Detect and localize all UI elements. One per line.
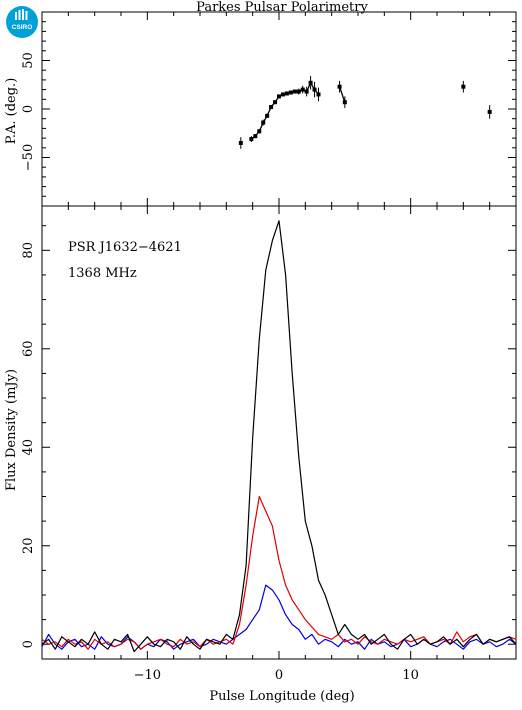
chart-title: Parkes Pulsar Polarimetry: [196, 0, 368, 15]
pa-connecting-line: [338, 86, 346, 103]
profile-y-tick-label: 0: [21, 640, 36, 648]
profile-series: [41, 220, 517, 653]
x-axis-label: Pulse Longitude (deg): [209, 689, 354, 704]
pa-y-axis-label: P.A. (deg.): [4, 78, 19, 145]
pa-y-tick-label: 0: [21, 105, 36, 113]
pa-data-point: [257, 129, 262, 134]
pa-data-point: [253, 134, 258, 139]
pa-data-point: [316, 92, 321, 97]
pa-data-point: [284, 91, 289, 96]
pa-data-point: [308, 80, 313, 85]
pa-data-point: [261, 120, 266, 125]
position-angle-panel: −50 0 50 P.A. (deg.): [4, 11, 517, 207]
pa-data-point: [342, 100, 347, 105]
pa-y-tick-label: −50: [21, 144, 36, 171]
pa-data-point: [296, 89, 301, 94]
x-tick-label: −10: [134, 668, 161, 683]
pa-axis-ticks: −50 0 50: [21, 11, 517, 207]
pa-data-point: [238, 140, 243, 145]
pa-data-point: [277, 94, 281, 99]
pa-data-point: [249, 137, 254, 142]
pa-data-point: [461, 84, 466, 89]
pa-data-point: [337, 84, 342, 89]
logo-text: CSIRO: [12, 24, 33, 31]
profile-y-tick-label: 60: [21, 341, 36, 358]
pa-data-point: [288, 90, 293, 95]
pa-data-point: [265, 113, 270, 118]
pa-data-point: [280, 92, 285, 97]
pa-y-tick-label: 50: [21, 52, 36, 69]
pa-plot-frame: [41, 11, 517, 207]
x-tick-label: 0: [275, 668, 283, 683]
pulsar-name-annotation: PSR J1632−4621: [68, 240, 182, 255]
profile-y-tick-label: 20: [21, 537, 36, 554]
pa-data-points: [238, 76, 492, 149]
total-intensity-line: [41, 220, 517, 653]
pa-data-point: [312, 87, 317, 92]
csiro-logo: CSIRO: [6, 6, 38, 38]
x-tick-label: 10: [402, 668, 419, 683]
pa-data-point: [487, 109, 492, 114]
pa-data-point: [300, 87, 305, 92]
frequency-annotation: 1368 MHz: [68, 266, 137, 281]
linear-polarization-line: [41, 495, 517, 650]
pa-data-point: [292, 89, 297, 94]
profile-y-axis-label: Flux Density (mJy): [4, 369, 19, 491]
profile-y-tick-label: 80: [21, 242, 36, 259]
pa-data-point: [304, 89, 309, 94]
pa-data-point: [269, 105, 274, 110]
profile-y-tick-label: 40: [21, 439, 36, 456]
profile-axis-ticks: 0 20 40 60 80 −10 0 10: [21, 206, 517, 683]
pa-data-point: [273, 100, 278, 105]
